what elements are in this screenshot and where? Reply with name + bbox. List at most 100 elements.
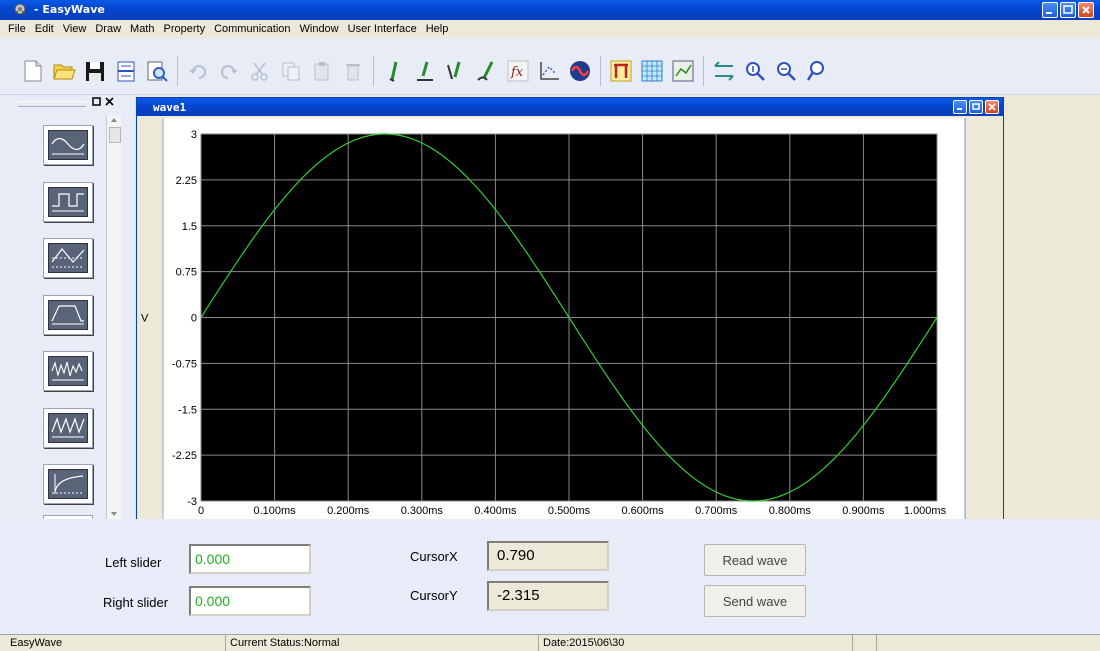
menu-communication[interactable]: Communication (214, 23, 291, 35)
child-minimize-button[interactable] (953, 100, 967, 114)
scroll-thumb[interactable] (109, 127, 121, 143)
left-slider-label: Left slider (105, 555, 162, 570)
maximize-button[interactable] (1060, 2, 1076, 18)
more-wave-button[interactable] (43, 515, 93, 520)
delete-icon[interactable] (340, 58, 366, 84)
new-file-icon[interactable] (20, 58, 46, 84)
x-tick-label: 0.900ms (842, 505, 885, 517)
sine-wave-button[interactable] (43, 125, 93, 165)
status-bar: EasyWave Current Status:Normal Date:2015… (0, 634, 1100, 651)
split-icon[interactable] (113, 58, 139, 84)
menu-math[interactable]: Math (130, 23, 155, 35)
cursor-y-label: CursorY (410, 588, 458, 603)
x-tick-label: 0.400ms (474, 505, 517, 517)
panel-close-icon[interactable] (105, 97, 114, 106)
paste-icon[interactable] (309, 58, 335, 84)
y-tick-label: -2.25 (172, 450, 197, 462)
menu-user-interface[interactable]: User Interface (347, 23, 417, 35)
status-current: Current Status:Normal (230, 637, 340, 649)
chart-zoom-icon[interactable] (670, 58, 696, 84)
line-draw-icon[interactable] (412, 58, 438, 84)
send-wave-button[interactable]: Send wave (704, 585, 806, 617)
child-close-button[interactable] (985, 100, 999, 114)
sawtooth-wave-icon (51, 417, 85, 438)
copy-icon[interactable] (278, 58, 304, 84)
print-preview-icon[interactable] (144, 58, 170, 84)
minimize-button[interactable] (1042, 2, 1058, 18)
window-controls (1042, 2, 1094, 18)
panel-restore-icon[interactable] (92, 97, 101, 106)
menu-edit[interactable]: Edit (34, 23, 54, 35)
menu-window[interactable]: Window (299, 23, 339, 35)
read-wave-button[interactable]: Read wave (704, 544, 806, 576)
left-slider-field[interactable]: 0.000 (189, 544, 311, 574)
point-draw-icon[interactable] (443, 58, 469, 84)
menu-bar: File Edit View Draw Math Property Commun… (0, 20, 1100, 38)
noise-wave-button[interactable] (43, 351, 93, 391)
freehand-draw-icon[interactable] (474, 58, 500, 84)
zoom-out-icon[interactable] (773, 58, 799, 84)
exp-rise-button[interactable] (43, 464, 93, 504)
zoom-in-icon[interactable] (742, 58, 768, 84)
menu-draw[interactable]: Draw (95, 23, 122, 35)
trapezoid-wave-icon (51, 305, 84, 325)
menu-help[interactable]: Help (425, 23, 449, 35)
controls-panel: Left slider 0.000 Right slider 0.000 Cur… (0, 519, 1100, 634)
status-app-name: EasyWave (10, 637, 63, 649)
redo-icon[interactable] (216, 58, 242, 84)
panel-scrollbar[interactable] (106, 115, 121, 519)
wave-chart[interactable]: 0 0.100ms 0.200ms 0.300ms 0.400ms 0.500ms 0.60… (137, 116, 1003, 519)
right-slider-label: Right slider (103, 595, 169, 610)
waveform-panel (0, 95, 135, 520)
marker-icon[interactable] (608, 58, 634, 84)
x-tick-label: 0.300ms (401, 505, 444, 517)
wave-color-icon[interactable] (567, 58, 593, 84)
wave-window-title: wave1 (153, 101, 187, 114)
menu-file[interactable]: File (8, 23, 26, 35)
x-tick-label: 0.500ms (548, 505, 591, 517)
sine-wave-icon (51, 137, 85, 155)
cursor-x-value: 0.790 (487, 541, 609, 571)
app-icon (14, 3, 26, 15)
math-fx-icon[interactable]: fx (505, 58, 531, 84)
triangle-wave-button[interactable] (43, 238, 93, 278)
cursor-x-label: CursorX (410, 549, 458, 564)
panel-grip[interactable] (18, 101, 86, 107)
panel-controls (92, 97, 114, 106)
child-window-controls (953, 100, 999, 114)
triangle-wave-icon (51, 248, 85, 268)
maximize-icon (972, 103, 980, 110)
menu-property[interactable]: Property (163, 23, 206, 35)
sawtooth-wave-button[interactable] (43, 408, 93, 448)
axis-icon[interactable] (536, 58, 562, 84)
window-title: - EasyWave (34, 3, 105, 16)
right-slider-field[interactable]: 0.000 (189, 586, 311, 616)
scroll-down-icon[interactable] (110, 511, 118, 517)
y-tick-label: 0.75 (176, 267, 197, 279)
undo-icon[interactable] (185, 58, 211, 84)
cut-icon[interactable] (247, 58, 273, 84)
x-tick-label: 1.000ms (904, 505, 947, 517)
square-wave-button[interactable] (43, 182, 93, 222)
child-maximize-button[interactable] (969, 100, 983, 114)
title-bar: - EasyWave (0, 0, 1100, 20)
zoom-custom-icon[interactable] (804, 58, 830, 84)
grid-icon[interactable] (639, 58, 665, 84)
y-tick-label: 2.25 (176, 175, 197, 187)
status-date: Date:2015\06\30 (543, 637, 625, 649)
trapezoid-wave-button[interactable] (43, 295, 93, 335)
open-folder-icon[interactable] (51, 58, 77, 84)
close-button[interactable] (1078, 2, 1094, 18)
save-icon[interactable] (82, 58, 108, 84)
noise-wave-icon (51, 361, 84, 381)
pencil-draw-icon[interactable] (381, 58, 407, 84)
scroll-up-icon[interactable] (110, 117, 118, 123)
minimize-icon (957, 108, 962, 110)
menu-view[interactable]: View (62, 23, 87, 35)
svg-text:fx: fx (510, 65, 524, 80)
x-tick-label: 0.600ms (621, 505, 664, 517)
y-tick-label: -0.75 (172, 358, 197, 370)
cursor-y-value: -2.315 (487, 581, 609, 611)
series-line-0 (200, 133, 938, 502)
fit-horizontal-icon[interactable] (711, 58, 737, 84)
